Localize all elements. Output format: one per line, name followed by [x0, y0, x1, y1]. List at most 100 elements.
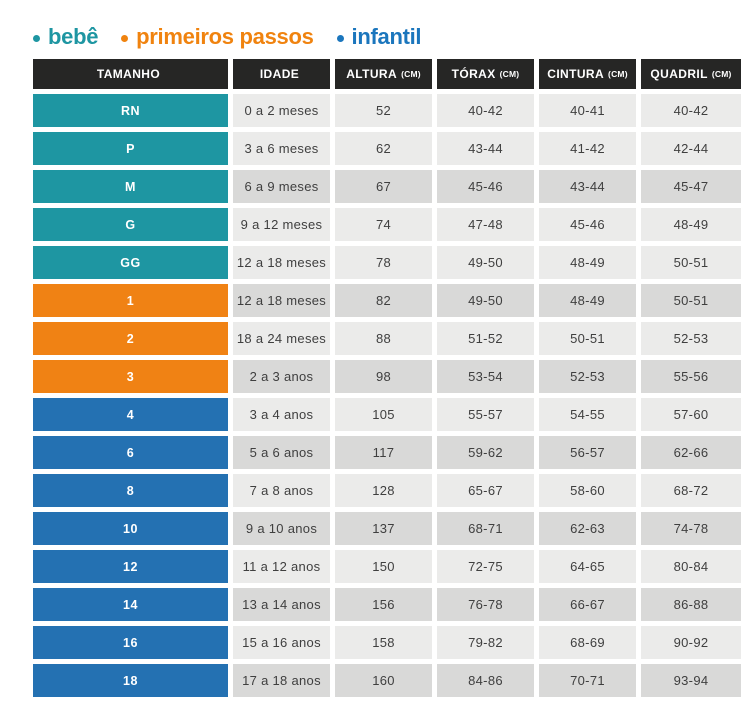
- bullet-icon: [121, 35, 129, 42]
- size-cell: 18: [33, 664, 228, 697]
- column-header: TAMANHO: [33, 59, 228, 89]
- column-header: ALTURA (CM): [335, 59, 432, 89]
- chest-cell: 51-52: [437, 322, 534, 355]
- age-cell: 0 a 2 meses: [233, 94, 330, 127]
- waist-cell: 68-69: [539, 626, 636, 659]
- chest-cell: 43-44: [437, 132, 534, 165]
- height-cell: 128: [335, 474, 432, 507]
- age-cell: 6 a 9 meses: [233, 170, 330, 203]
- age-cell: 15 a 16 anos: [233, 626, 330, 659]
- hip-cell: 52-53: [641, 322, 741, 355]
- chest-cell: 76-78: [437, 588, 534, 621]
- chest-cell: 59-62: [437, 436, 534, 469]
- hip-cell: 48-49: [641, 208, 741, 241]
- legend-label: infantil: [351, 24, 422, 49]
- hip-cell: 90-92: [641, 626, 741, 659]
- height-cell: 74: [335, 208, 432, 241]
- size-cell: 8: [33, 474, 228, 507]
- column-header-label: TAMANHO: [96, 67, 161, 81]
- bullet-icon: [33, 35, 40, 42]
- chest-cell: 79-82: [437, 626, 534, 659]
- chest-cell: 68-71: [437, 512, 534, 545]
- height-cell: 150: [335, 550, 432, 583]
- height-cell: 67: [335, 170, 432, 203]
- waist-cell: 56-57: [539, 436, 636, 469]
- column-header-label: ALTURA: [346, 67, 398, 81]
- height-cell: 52: [335, 94, 432, 127]
- chest-cell: 47-48: [437, 208, 534, 241]
- hip-cell: 40-42: [641, 94, 741, 127]
- waist-cell: 58-60: [539, 474, 636, 507]
- chest-cell: 49-50: [437, 246, 534, 279]
- waist-cell: 54-55: [539, 398, 636, 431]
- waist-cell: 62-63: [539, 512, 636, 545]
- column-header: CINTURA (CM): [539, 59, 636, 89]
- chest-cell: 55-57: [437, 398, 534, 431]
- age-cell: 3 a 6 meses: [233, 132, 330, 165]
- chest-cell: 84-86: [437, 664, 534, 697]
- hip-cell: 50-51: [641, 284, 741, 317]
- hip-cell: 62-66: [641, 436, 741, 469]
- waist-cell: 43-44: [539, 170, 636, 203]
- age-cell: 3 a 4 anos: [233, 398, 330, 431]
- size-cell: 16: [33, 626, 228, 659]
- age-cell: 17 a 18 anos: [233, 664, 330, 697]
- height-cell: 62: [335, 132, 432, 165]
- legend-label: primeiros passos: [136, 24, 314, 49]
- column-header-label: TÓRAX: [451, 67, 496, 81]
- height-cell: 78: [335, 246, 432, 279]
- column-header: QUADRIL (CM): [641, 59, 741, 89]
- age-cell: 9 a 12 meses: [233, 208, 330, 241]
- age-cell: 12 a 18 meses: [233, 246, 330, 279]
- legend-label: bebê: [48, 24, 99, 49]
- column-header-label: IDADE: [259, 67, 300, 81]
- height-cell: 88: [335, 322, 432, 355]
- height-cell: 117: [335, 436, 432, 469]
- waist-cell: 50-51: [539, 322, 636, 355]
- waist-cell: 52-53: [539, 360, 636, 393]
- height-cell: 82: [335, 284, 432, 317]
- column-header-label: CINTURA: [547, 67, 605, 81]
- hip-cell: 93-94: [641, 664, 741, 697]
- size-cell: 1: [33, 284, 228, 317]
- size-cell: M: [33, 170, 228, 203]
- hip-cell: 86-88: [641, 588, 741, 621]
- legend-item: bebê: [33, 24, 98, 50]
- waist-cell: 40-41: [539, 94, 636, 127]
- hip-cell: 55-56: [641, 360, 741, 393]
- chest-cell: 49-50: [437, 284, 534, 317]
- height-cell: 156: [335, 588, 432, 621]
- waist-cell: 70-71: [539, 664, 636, 697]
- age-cell: 5 a 6 anos: [233, 436, 330, 469]
- height-cell: 158: [335, 626, 432, 659]
- chest-cell: 40-42: [437, 94, 534, 127]
- column-header-unit: (CM): [711, 69, 732, 79]
- column-header: IDADE: [233, 59, 330, 89]
- hip-cell: 42-44: [641, 132, 741, 165]
- legend-item: infantil: [336, 24, 422, 50]
- waist-cell: 45-46: [539, 208, 636, 241]
- column-header: TÓRAX (CM): [437, 59, 534, 89]
- column-header-label: QUADRIL: [650, 67, 708, 81]
- size-cell: RN: [33, 94, 228, 127]
- size-chart-table: TAMANHO IDADE ALTURA (CM) TÓRAX (CM) CIN…: [33, 59, 743, 697]
- age-cell: 9 a 10 anos: [233, 512, 330, 545]
- chest-cell: 53-54: [437, 360, 534, 393]
- size-cell: 3: [33, 360, 228, 393]
- column-header-unit: (CM): [608, 69, 628, 79]
- hip-cell: 68-72: [641, 474, 741, 507]
- column-header-unit: (CM): [401, 69, 421, 79]
- age-cell: 18 a 24 meses: [233, 322, 330, 355]
- chest-cell: 65-67: [437, 474, 534, 507]
- waist-cell: 64-65: [539, 550, 636, 583]
- height-cell: 105: [335, 398, 432, 431]
- size-cell: 14: [33, 588, 228, 621]
- size-cell: 12: [33, 550, 228, 583]
- bullet-icon: [336, 35, 344, 42]
- height-cell: 160: [335, 664, 432, 697]
- hip-cell: 57-60: [641, 398, 741, 431]
- waist-cell: 41-42: [539, 132, 636, 165]
- size-cell: 6: [33, 436, 228, 469]
- waist-cell: 66-67: [539, 588, 636, 621]
